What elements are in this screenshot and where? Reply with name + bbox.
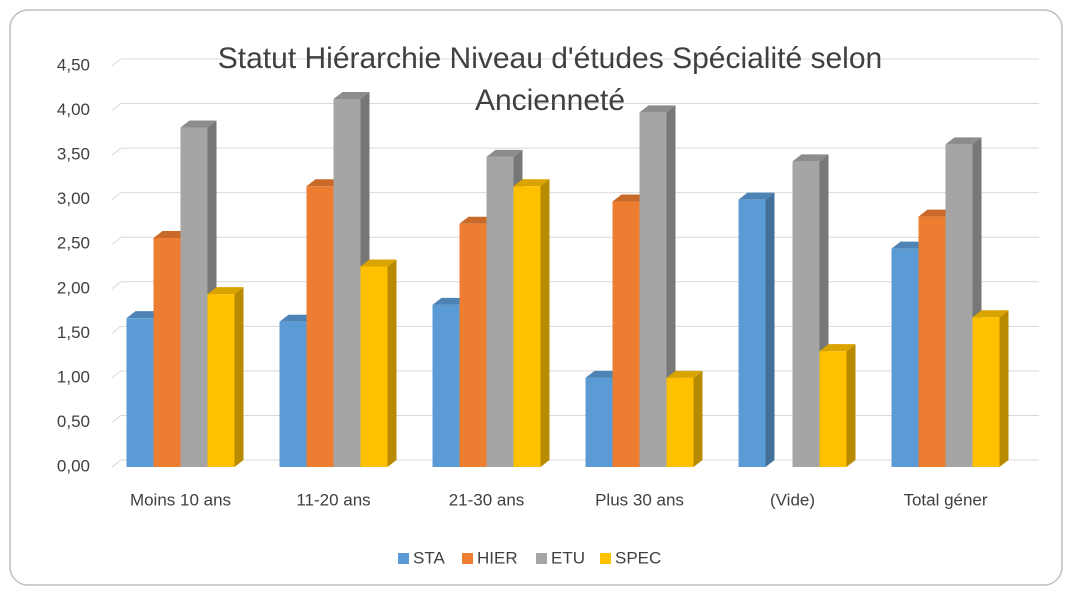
bar-top bbox=[333, 91, 370, 99]
bar-top bbox=[666, 370, 703, 378]
x-tick-label: Plus 30 ans bbox=[595, 490, 684, 509]
bar bbox=[639, 105, 676, 468]
bar-front bbox=[891, 248, 919, 467]
grid-line-depth bbox=[111, 147, 122, 156]
legend-swatch bbox=[600, 553, 611, 564]
legend-label: ETU bbox=[551, 548, 585, 567]
bar-front bbox=[612, 201, 640, 467]
bar-side bbox=[693, 370, 703, 467]
bar-top bbox=[639, 105, 676, 113]
bar bbox=[792, 154, 829, 468]
grid-line-depth bbox=[111, 281, 122, 290]
bar-front bbox=[738, 199, 766, 467]
legend-swatch bbox=[398, 553, 409, 564]
bar-front bbox=[207, 294, 235, 467]
chart-title: Statut Hiérarchie Niveau d'études Spécia… bbox=[217, 42, 883, 117]
bar bbox=[306, 179, 343, 468]
bar-top bbox=[513, 179, 550, 187]
grid-line-depth bbox=[111, 370, 122, 379]
grid-line-depth bbox=[111, 459, 122, 468]
bar-front bbox=[360, 266, 388, 467]
bar-top bbox=[972, 310, 1009, 318]
x-tick-label: 21-30 ans bbox=[449, 490, 525, 509]
x-tick-label: Moins 10 ans bbox=[130, 490, 231, 509]
bar-front bbox=[459, 223, 487, 467]
x-tick-label: Total géner bbox=[903, 490, 987, 509]
y-tick-label: 2,00 bbox=[57, 278, 90, 297]
grid-line-depth bbox=[111, 58, 122, 67]
bar-top bbox=[945, 137, 982, 145]
legend-swatch bbox=[536, 553, 547, 564]
y-tick-label: 1,50 bbox=[57, 323, 90, 342]
bar bbox=[207, 287, 244, 467]
bar-front bbox=[639, 112, 667, 468]
bar-front bbox=[792, 161, 820, 468]
y-tick-label: 3,50 bbox=[57, 145, 90, 164]
bar-top bbox=[207, 287, 244, 295]
y-tick-label: 0,00 bbox=[57, 456, 90, 475]
bar-front bbox=[945, 144, 973, 467]
bar bbox=[972, 310, 1009, 467]
legend-label: HIER bbox=[477, 548, 518, 567]
bar bbox=[819, 344, 856, 467]
bar-front bbox=[153, 237, 181, 467]
bar-front bbox=[333, 98, 361, 468]
bar bbox=[513, 179, 550, 468]
grid-line-depth bbox=[111, 236, 122, 245]
bar-top bbox=[819, 344, 856, 352]
legend-label: STA bbox=[413, 548, 445, 567]
y-tick-label: 1,00 bbox=[57, 367, 90, 386]
bar-side bbox=[540, 179, 550, 468]
grid-line-depth bbox=[111, 103, 122, 111]
y-tick-label: 4,00 bbox=[57, 100, 90, 119]
grid-line-depth bbox=[111, 192, 122, 201]
bar-front bbox=[306, 186, 334, 468]
bar-front bbox=[513, 186, 541, 468]
bar-front bbox=[819, 351, 847, 467]
bar bbox=[738, 192, 775, 467]
bar-front bbox=[432, 304, 460, 467]
x-tick-label: 11-20 ans bbox=[296, 490, 370, 509]
bar-front bbox=[486, 156, 514, 468]
bar-front bbox=[180, 127, 208, 467]
bar bbox=[360, 259, 397, 467]
bar-top bbox=[180, 120, 217, 128]
bar-top bbox=[486, 149, 523, 157]
bar bbox=[666, 370, 703, 467]
legend-label: SPEC bbox=[615, 548, 661, 567]
x-tick-label: (Vide) bbox=[770, 490, 815, 509]
bar-front bbox=[126, 318, 154, 467]
bar-top bbox=[360, 259, 397, 267]
y-tick-label: 2,50 bbox=[57, 234, 90, 253]
bar-front bbox=[666, 377, 694, 467]
bar-side bbox=[234, 287, 244, 467]
grid-line-depth bbox=[111, 325, 122, 334]
bar-side bbox=[846, 344, 856, 467]
bar-front bbox=[279, 321, 307, 467]
bar-side bbox=[765, 192, 775, 467]
y-tick-label: 0,50 bbox=[57, 412, 90, 431]
y-tick-label: 4,50 bbox=[57, 55, 90, 74]
bar-side bbox=[999, 310, 1009, 467]
grid-line-depth bbox=[111, 415, 122, 423]
legend-swatch bbox=[462, 553, 473, 564]
bar-top bbox=[792, 154, 829, 162]
bar-front bbox=[585, 377, 613, 467]
bar-side bbox=[387, 259, 397, 467]
bar-front bbox=[918, 216, 946, 467]
y-tick-label: 3,00 bbox=[57, 189, 90, 208]
bar-front bbox=[972, 317, 1000, 467]
bar-top bbox=[738, 192, 775, 200]
